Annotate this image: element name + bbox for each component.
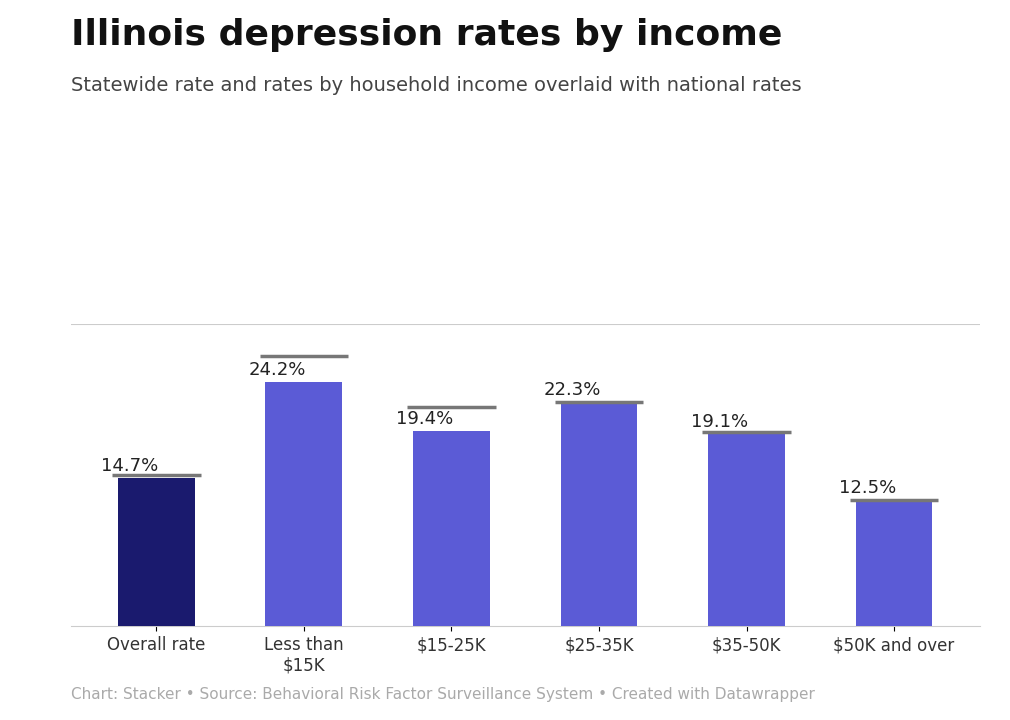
Text: Statewide rate and rates by household income overlaid with national rates: Statewide rate and rates by household in… <box>71 76 801 94</box>
Text: 22.3%: 22.3% <box>543 381 601 399</box>
Text: Chart: Stacker • Source: Behavioral Risk Factor Surveillance System • Created wi: Chart: Stacker • Source: Behavioral Risk… <box>71 687 815 702</box>
Text: 14.7%: 14.7% <box>101 457 159 475</box>
Text: 12.5%: 12.5% <box>839 480 896 498</box>
Text: Illinois depression rates by income: Illinois depression rates by income <box>71 18 782 52</box>
Bar <box>708 434 785 626</box>
Bar <box>118 478 195 626</box>
Bar <box>561 402 637 626</box>
Bar <box>266 382 342 626</box>
Text: 19.4%: 19.4% <box>396 410 453 428</box>
Bar <box>413 431 490 626</box>
Bar <box>855 500 932 626</box>
Text: 24.2%: 24.2% <box>248 361 306 379</box>
Text: 19.1%: 19.1% <box>692 413 748 431</box>
